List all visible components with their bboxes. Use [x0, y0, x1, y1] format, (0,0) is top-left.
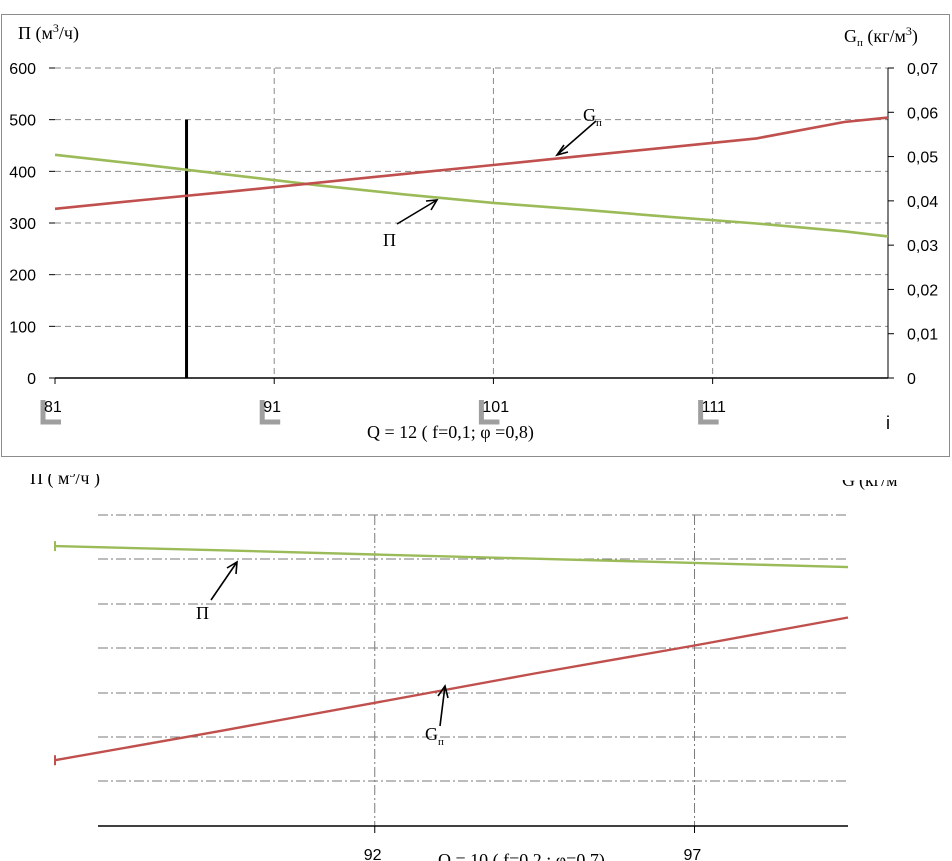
chart1-y-left-tick-label: 0	[27, 371, 36, 388]
chart1-y-right-tick-label: 0,03	[907, 238, 938, 255]
chart1-y-left-tick-label: 400	[9, 164, 36, 181]
chart1-x-tick-shadow	[40, 400, 61, 425]
chart1-frame	[1, 14, 950, 457]
chart1-x-tick-label: 91	[263, 399, 281, 416]
chart2-series	[54, 541, 849, 766]
chart1-tick-labels: 0 100 200 300 400 500 600 0 0,01 0,02 0,03 0,04 0,05…	[9, 61, 938, 416]
chart2-annotation-g: Gп	[425, 684, 449, 748]
chart1-x-tick-shadow	[698, 400, 719, 425]
chart1-x-tick-shadow	[478, 400, 500, 425]
chart1-annotation-p: П	[383, 199, 439, 250]
chart1-right-axis-title: Gп (кг/м3)	[844, 24, 918, 49]
chart2-top-fragments: П ( м3/ч ) G(кг/м	[0, 458, 952, 491]
chart2-x-tick-label: 92	[364, 847, 382, 861]
chart2-series-g-line	[54, 616, 849, 762]
chart1-y-left-tick-label: 500	[9, 113, 36, 130]
chart1-y-left-tick-label: 300	[9, 216, 36, 233]
chart1-y-right-tick-label: 0,07	[907, 61, 938, 78]
chart2-annotation-g-label: Gп	[425, 724, 444, 748]
chart2-annotation-p: П	[196, 560, 238, 623]
chart1-series	[54, 116, 889, 378]
chart1-y-right-tick-label: 0,04	[907, 194, 938, 211]
chart1-x-tick-label: 111	[702, 399, 726, 416]
chart1-y-right-tick-label: 0,02	[907, 282, 938, 299]
chart2-gridlines	[98, 514, 848, 833]
chart1-x-tick-label: 81	[44, 399, 62, 416]
chart1-x-caption: Q = 12 ( f=0,1; φ =0,8)	[367, 422, 534, 443]
chart1-y-left-tick-label: 600	[9, 61, 36, 78]
chart1-y-right-tick-label: 0,06	[907, 105, 938, 122]
chart2-series-p-line	[54, 544, 849, 569]
chart1-x-tick-shadow	[259, 400, 281, 425]
chart2-x-caption-fragment: Q = 10 ( f=0,2 ; φ=0,7)	[438, 850, 605, 861]
chart1-x-tick-label: 101	[482, 399, 509, 416]
chart2-x-tick-label: 97	[684, 847, 702, 861]
chart1-series-g-line	[54, 116, 889, 211]
chart1-annotation-g: Gп	[555, 105, 602, 157]
chart1-series-p-line	[54, 153, 889, 238]
chart1-x-corner-label: i	[886, 413, 890, 433]
chart1-left-axis-title: П (м3/ч)	[18, 21, 79, 44]
chart1-y-left-tick-label: 200	[9, 268, 36, 285]
chart1-y-right-tick-label: 0	[907, 371, 916, 388]
chart2-annotation-p-label: П	[196, 603, 209, 623]
chart1-y-right-tick-label: 0,01	[907, 327, 938, 344]
chart1-y-right-tick-label: 0,05	[907, 150, 938, 167]
chart1-annotation-g-label: Gп	[583, 105, 602, 129]
chart2-tick-labels: 92 97	[364, 847, 702, 861]
chart1-y-left-tick-label: 100	[9, 319, 36, 336]
chart1-annotation-p-label: П	[383, 230, 396, 250]
